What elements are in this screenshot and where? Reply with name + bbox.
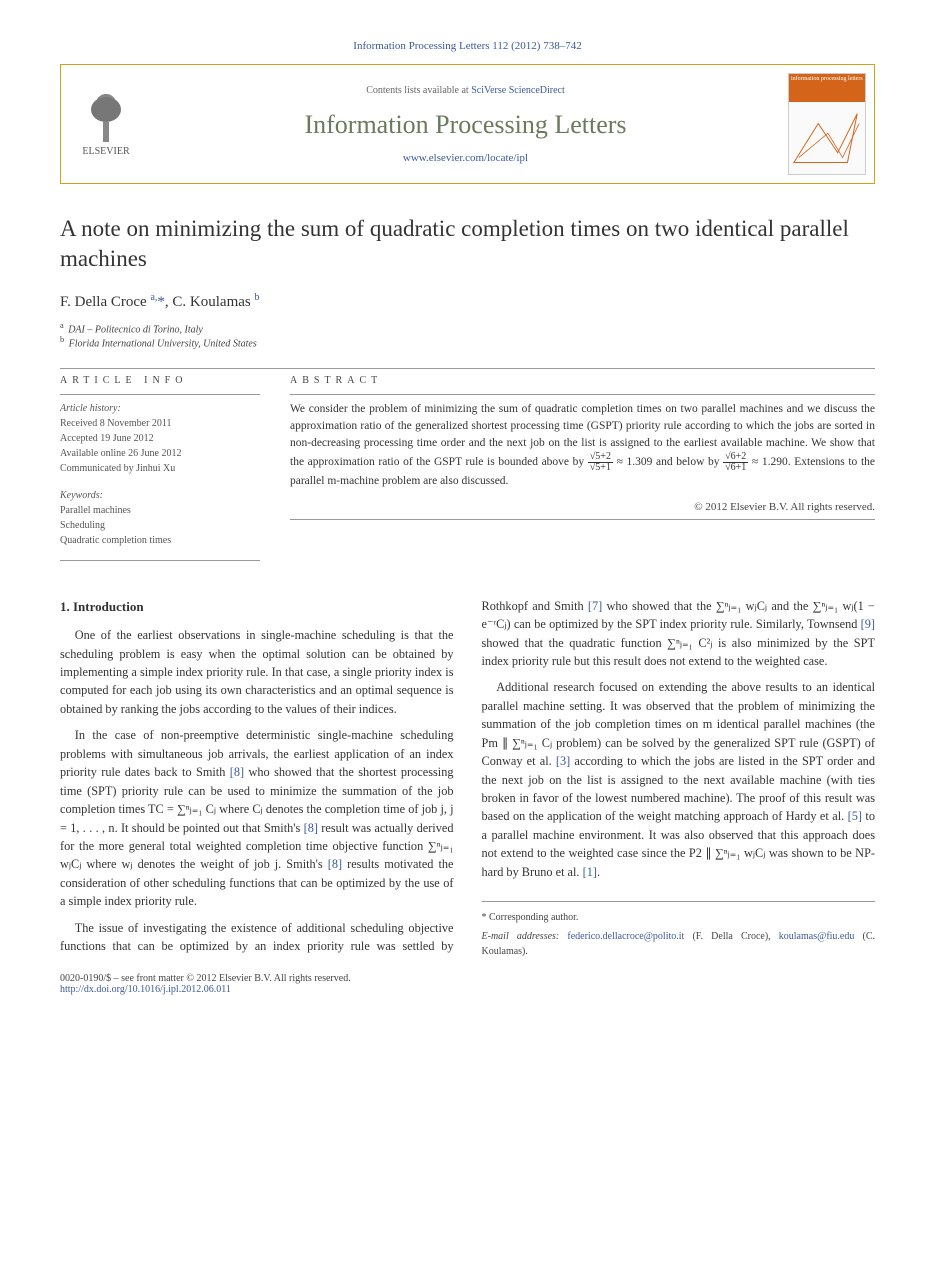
page-footer-line: 0020-0190/$ – see front matter © 2012 El… (60, 973, 875, 995)
affiliation-a: a DAI – Politecnico di Torino, Italy (60, 321, 875, 335)
sciencedirect-link[interactable]: SciVerse ScienceDirect (471, 85, 565, 96)
abstract-text: We consider the problem of minimizing th… (290, 401, 875, 491)
journal-cover-thumbnail: information processing letters (788, 73, 866, 175)
history-accepted: Accepted 19 June 2012 (60, 431, 260, 446)
keywords-label: Keywords: (60, 488, 260, 503)
fraction-1: √5+2√5+1 (588, 452, 613, 473)
info-divider-2 (60, 560, 260, 561)
doi-link[interactable]: http://dx.doi.org/10.1016/j.ipl.2012.06.… (60, 984, 231, 995)
history-online: Available online 26 June 2012 (60, 446, 260, 461)
info-abstract-row: ARTICLE INFO Article history: Received 8… (60, 375, 875, 567)
ref-3[interactable]: [3] (556, 754, 570, 768)
affiliations-block: a DAI – Politecnico di Torino, Italy b F… (60, 321, 875, 350)
keywords-block: Keywords: Parallel machines Scheduling Q… (60, 488, 260, 548)
paragraph-4: Additional research focused on extending… (482, 678, 876, 881)
article-history: Article history: Received 8 November 201… (60, 401, 260, 476)
cover-title-strip: information processing letters (789, 74, 865, 102)
ref-5[interactable]: [5] (848, 809, 862, 823)
divider-top (60, 368, 875, 369)
email-link-2[interactable]: koulamas@fiu.edu (779, 931, 855, 942)
keyword-1: Parallel machines (60, 503, 260, 518)
body-two-column: 1. Introduction One of the earliest obse… (60, 597, 875, 960)
email-addresses: E-mail addresses: federico.dellacroce@po… (482, 929, 876, 959)
affiliation-b: b Florida International University, Unit… (60, 335, 875, 349)
abstract-column: ABSTRACT We consider the problem of mini… (290, 375, 875, 567)
journal-header: ELSEVIER Contents lists available at Sci… (60, 64, 875, 184)
header-center: Contents lists available at SciVerse Sci… (151, 65, 780, 183)
history-received: Received 8 November 2011 (60, 416, 260, 431)
paragraph-2: In the case of non-preemptive determinis… (60, 726, 454, 910)
ref-9[interactable]: [9] (861, 617, 875, 631)
elsevier-tree-icon (81, 92, 131, 142)
history-communicated: Communicated by Jinhui Xu (60, 461, 260, 476)
ref-1[interactable]: [1] (583, 865, 597, 879)
section-1-heading: 1. Introduction (60, 597, 454, 617)
contents-prefix: Contents lists available at (366, 85, 471, 96)
fraction-2: √6+2√6+1 (723, 452, 748, 473)
article-info-heading: ARTICLE INFO (60, 375, 260, 386)
authors-line: F. Della Croce a,*, C. Koulamas b (60, 292, 875, 311)
ref-8a[interactable]: [8] (230, 765, 244, 779)
article-title: A note on minimizing the sum of quadrati… (60, 214, 875, 274)
ref-7[interactable]: [7] (588, 599, 602, 613)
cover-graphic (789, 102, 865, 174)
journal-title: Information Processing Letters (161, 110, 770, 140)
paragraph-1: One of the earliest observations in sing… (60, 626, 454, 718)
abstract-heading: ABSTRACT (290, 375, 875, 386)
citation-line: Information Processing Letters 112 (2012… (60, 40, 875, 52)
ref-8b[interactable]: [8] (304, 821, 318, 835)
article-info-column: ARTICLE INFO Article history: Received 8… (60, 375, 260, 567)
ref-8c[interactable]: [8] (328, 857, 342, 871)
history-label: Article history: (60, 401, 260, 416)
publisher-logo: ELSEVIER (61, 65, 151, 183)
email-link-1[interactable]: federico.dellacroce@polito.it (567, 931, 684, 942)
abstract-divider-top (290, 394, 875, 395)
journal-url-link[interactable]: www.elsevier.com/locate/ipl (161, 152, 770, 164)
info-divider-1 (60, 394, 260, 395)
contents-available: Contents lists available at SciVerse Sci… (161, 85, 770, 96)
abstract-divider-bottom (290, 519, 875, 520)
corresponding-footer: * Corresponding author. E-mail addresses… (482, 901, 876, 959)
publisher-name: ELSEVIER (82, 146, 129, 157)
abstract-copyright: © 2012 Elsevier B.V. All rights reserved… (290, 501, 875, 513)
front-matter-text: 0020-0190/$ – see front matter © 2012 El… (60, 973, 351, 995)
keyword-2: Scheduling (60, 518, 260, 533)
corresponding-author: * Corresponding author. (482, 910, 876, 925)
page-root: Information Processing Letters 112 (2012… (0, 0, 935, 1035)
keyword-3: Quadratic completion times (60, 533, 260, 548)
